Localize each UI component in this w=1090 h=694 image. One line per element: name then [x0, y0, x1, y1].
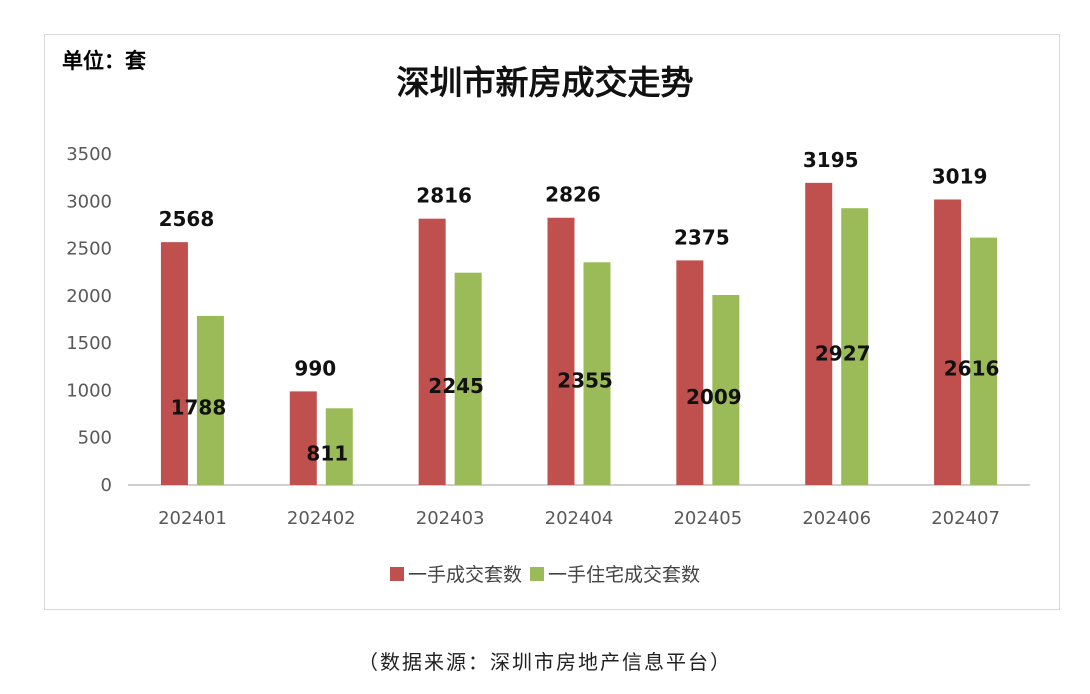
data-label-total: 3195 — [803, 148, 859, 172]
data-label-residential: 1788 — [171, 395, 227, 419]
bar-total-202404 — [547, 217, 575, 485]
x-tick-label: 202407 — [931, 508, 1000, 529]
bar-residential-202401 — [196, 315, 224, 485]
data-label-residential: 2355 — [557, 369, 613, 393]
data-label-total: 2816 — [416, 184, 472, 208]
y-tick-label: 3000 — [66, 191, 112, 212]
y-tick-label: 500 — [78, 428, 112, 449]
legend-swatch-series-1 — [389, 566, 404, 581]
x-tick-label: 202402 — [287, 508, 356, 529]
data-label-residential: 2009 — [686, 385, 742, 409]
data-label-residential: 2616 — [944, 356, 1000, 380]
data-label-total: 990 — [294, 356, 336, 380]
data-label-total: 2568 — [159, 207, 215, 231]
bar-total-202406 — [805, 182, 833, 485]
data-label-total: 2826 — [545, 183, 601, 207]
data-label-residential: 2245 — [428, 374, 484, 398]
y-tick-label: 0 — [101, 475, 112, 496]
bar-residential-202407 — [970, 237, 998, 485]
bar-residential-202405 — [712, 295, 740, 485]
bar-total-202402 — [289, 391, 317, 485]
legend-item-series-1: 一手成交套数 — [389, 560, 522, 587]
data-label-total: 3019 — [932, 164, 988, 188]
data-label-residential: 811 — [306, 442, 348, 466]
legend-label-series-2: 一手住宅成交套数 — [548, 564, 701, 586]
x-tick-label: 202406 — [802, 508, 871, 529]
y-tick-label: 1000 — [66, 380, 112, 401]
x-tick-label: 202405 — [673, 508, 742, 529]
legend-swatch-series-2 — [530, 566, 544, 581]
y-tick-label: 1500 — [66, 333, 112, 354]
x-tick-label: 202404 — [545, 508, 614, 529]
x-tick-label: 202403 — [416, 508, 485, 529]
unit-label: 单位：套 — [62, 49, 146, 73]
bar-total-202401 — [160, 242, 188, 485]
legend: 一手成交套数 一手住宅成交套数 — [0, 560, 1090, 587]
data-label-residential: 2927 — [815, 342, 871, 366]
bar-total-202403 — [418, 218, 446, 485]
y-tick-label: 2500 — [66, 239, 112, 260]
legend-item-series-2: 一手住宅成交套数 — [530, 560, 700, 587]
y-tick-label: 3500 — [66, 144, 112, 165]
data-label-total: 2375 — [674, 225, 730, 249]
y-tick-label: 2000 — [66, 286, 112, 307]
bar-total-202407 — [934, 199, 962, 485]
x-tick-label: 202401 — [158, 508, 227, 529]
source-note: （数据来源：深圳市房地产信息平台） — [358, 650, 732, 674]
bar-residential-202403 — [454, 272, 482, 485]
bar-residential-202404 — [583, 262, 611, 485]
bar-total-202405 — [676, 260, 704, 485]
chart-title: 深圳市新房成交走势 — [396, 63, 694, 102]
legend-label-series-1: 一手成交套数 — [407, 564, 522, 586]
bar-residential-202402 — [325, 408, 353, 485]
bar-residential-202406 — [841, 208, 869, 485]
